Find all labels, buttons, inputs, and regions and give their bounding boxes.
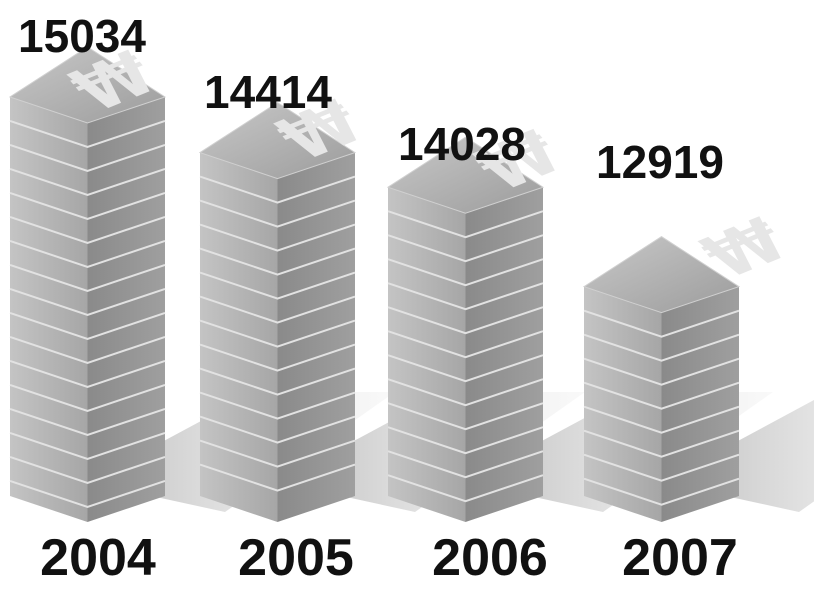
bar-seam xyxy=(583,405,740,434)
bar-seam xyxy=(199,223,356,252)
bar-seam xyxy=(199,391,356,420)
bar-seam xyxy=(387,306,544,335)
bar-seam xyxy=(199,247,356,276)
value-label-2007: 12919 xyxy=(596,136,724,188)
bar-seam xyxy=(199,199,356,228)
bar-seam xyxy=(199,271,356,300)
bar-seam xyxy=(199,367,356,396)
bar-seam xyxy=(199,343,356,372)
bar-seam xyxy=(199,415,356,444)
bar-2005: ₩ xyxy=(198,88,379,522)
bar-seam xyxy=(387,426,544,455)
bar-side-face-2006 xyxy=(465,187,543,522)
bar-seam xyxy=(583,381,740,410)
bar-seam xyxy=(9,383,166,412)
bar-top-face-2004 xyxy=(8,46,167,124)
bar-seam xyxy=(199,319,356,348)
bar-seam xyxy=(583,357,740,386)
bar-seam xyxy=(9,143,166,172)
bar-seam xyxy=(199,439,356,468)
bar-seam xyxy=(199,295,356,324)
bar-seam xyxy=(387,210,544,239)
bar-seam xyxy=(9,287,166,316)
bar-seam xyxy=(9,359,166,388)
bar-seam xyxy=(9,215,166,244)
bar-layer: ₩₩ ₩₩ xyxy=(8,39,803,523)
year-label-2006: 2006 xyxy=(432,529,548,587)
bar-seam xyxy=(9,407,166,436)
bar-seam xyxy=(387,234,544,263)
bar-top-face-2007 xyxy=(582,236,741,314)
bar-front-face-2004 xyxy=(10,96,88,523)
bar-seam xyxy=(387,474,544,503)
value-label-2005: 14414 xyxy=(204,66,332,118)
bar-side-face-2004 xyxy=(87,96,165,523)
bar-seam xyxy=(387,378,544,407)
bar-seam xyxy=(199,463,356,492)
bar-top-face-2005 xyxy=(198,101,357,180)
bar-seam xyxy=(9,167,166,196)
bar-seam xyxy=(199,175,356,204)
bar-seam xyxy=(583,453,740,482)
bar-seam xyxy=(387,282,544,311)
bar-seam xyxy=(583,429,740,458)
year-label-2007: 2007 xyxy=(622,529,738,587)
bar-front-face-2005 xyxy=(200,152,278,522)
bar-seam xyxy=(9,431,166,460)
bar-seam xyxy=(9,335,166,364)
label-layer: 15034 2004 14414 2005 14028 2006 12919 2007 xyxy=(18,10,738,587)
bar-seam xyxy=(583,309,740,338)
bar-seam xyxy=(9,455,166,484)
bar-seam xyxy=(387,330,544,359)
year-label-2005: 2005 xyxy=(238,529,354,587)
bar-seam xyxy=(9,191,166,220)
bar-2006: ₩ xyxy=(386,119,577,522)
bar-seam xyxy=(9,263,166,292)
bar-side-face-2005 xyxy=(277,152,355,522)
bar-top-face-2006 xyxy=(386,136,545,214)
bar-seam xyxy=(387,450,544,479)
bar-seam xyxy=(387,258,544,287)
bar-seam xyxy=(583,477,740,506)
bar-front-face-2007 xyxy=(584,286,662,522)
value-label-2006: 14028 xyxy=(398,118,526,170)
bar-seam xyxy=(387,354,544,383)
year-label-2004: 2004 xyxy=(40,529,156,587)
value-label-2004: 15034 xyxy=(18,10,146,62)
bar-seam xyxy=(9,311,166,340)
bar-seam xyxy=(9,479,166,508)
bar-side-face-2007 xyxy=(661,286,739,522)
bar-2004: ₩ xyxy=(8,39,172,523)
bar-front-face-2006 xyxy=(388,187,466,522)
bar-seam xyxy=(387,402,544,431)
bar-seam xyxy=(9,119,166,148)
bar-seam xyxy=(9,239,166,268)
bar-seam xyxy=(583,333,740,362)
